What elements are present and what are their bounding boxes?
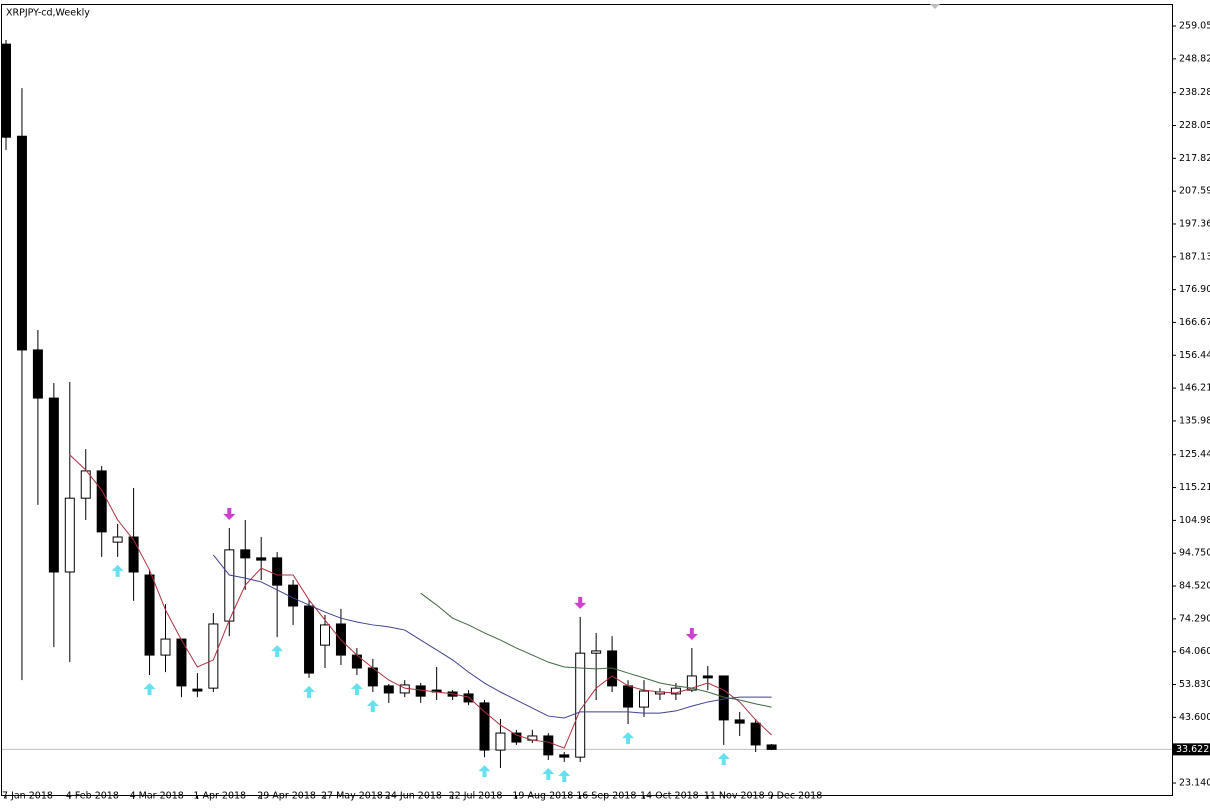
signal-down-arrow <box>574 596 587 609</box>
y-tick-label: 43.600 <box>1179 712 1210 723</box>
candle-body <box>96 470 107 533</box>
x-tick-label: 4 Mar 2018 <box>130 791 184 802</box>
y-tick-label: 104.980 <box>1179 515 1210 526</box>
candle-body <box>304 605 315 674</box>
y-tick-label: 238.280 <box>1179 87 1210 98</box>
y-tick-label: 146.210 <box>1179 383 1210 394</box>
y-tick-label: 166.670 <box>1179 317 1210 328</box>
candle-body <box>750 722 761 746</box>
signal-up-arrow <box>542 768 555 781</box>
signal-up-arrow <box>622 732 635 745</box>
candle-body <box>240 549 251 559</box>
candle-body <box>272 557 283 586</box>
x-tick-label: 7 Jan 2018 <box>2 791 53 802</box>
y-tick-label: 156.440 <box>1179 350 1210 361</box>
candle-body <box>144 574 155 656</box>
signal-up-arrow <box>350 682 363 695</box>
candle-body <box>766 744 777 750</box>
price-label-box <box>1173 743 1210 756</box>
candle-body <box>702 675 713 679</box>
signal-up-arrow <box>717 752 730 765</box>
candle-body <box>208 623 219 689</box>
candle-body <box>1 43 11 138</box>
candle-body <box>559 754 570 758</box>
y-tick-label: 74.290 <box>1179 613 1210 624</box>
y-tick-label: 115.210 <box>1179 482 1210 493</box>
x-tick-label: 27 May 2018 <box>321 791 383 802</box>
candle-body <box>32 349 43 399</box>
candle-body <box>16 135 27 351</box>
x-tick-label: 19 Aug 2018 <box>512 791 573 802</box>
candle-body <box>48 397 59 573</box>
candle-body <box>64 497 75 573</box>
y-tick-label: 53.830 <box>1179 679 1210 690</box>
y-tick-label: 23.140 <box>1179 777 1210 788</box>
candle-body <box>112 536 123 543</box>
candle-body <box>639 690 649 708</box>
candle-body <box>415 685 426 697</box>
plot-frame <box>1 4 1173 796</box>
candle-body <box>160 638 171 656</box>
x-tick-label: 24 Jun 2018 <box>385 791 442 802</box>
y-tick-label: 176.900 <box>1179 284 1210 295</box>
signal-up-arrow <box>271 645 284 658</box>
candle-body <box>479 702 490 751</box>
signal-up-arrow <box>366 699 379 712</box>
moving-average <box>212 554 772 719</box>
y-tick-label: 135.980 <box>1179 415 1210 426</box>
x-tick-label: 16 Sep 2018 <box>576 791 636 802</box>
candle-body <box>575 652 586 758</box>
candle-body <box>192 688 203 692</box>
candle-body <box>495 732 506 751</box>
candle-body <box>591 650 602 654</box>
candle-body <box>320 624 330 646</box>
candle-body <box>288 584 299 607</box>
y-tick-label: 94.750 <box>1179 548 1210 559</box>
signal-up-arrow <box>478 765 491 778</box>
candle-body <box>511 732 522 743</box>
candle-body <box>543 735 554 756</box>
x-tick-label: 22 Jul 2018 <box>449 791 503 802</box>
y-tick-label: 197.360 <box>1179 218 1210 229</box>
y-tick-label: 248.820 <box>1179 53 1210 64</box>
candle-body <box>128 536 139 573</box>
x-tick-label: 29 Apr 2018 <box>257 791 316 802</box>
x-tick-label: 14 Oct 2018 <box>640 791 699 802</box>
y-tick-label: 187.130 <box>1179 251 1210 262</box>
y-tick-label: 259.050 <box>1179 21 1210 32</box>
y-tick-label: 84.520 <box>1179 581 1210 592</box>
x-tick-label: 1 Apr 2018 <box>193 791 246 802</box>
signal-up-arrow <box>303 685 316 698</box>
moving-average <box>69 454 772 749</box>
signal-up-arrow <box>111 564 124 577</box>
candle-body <box>686 675 697 691</box>
y-tick-label: 125.440 <box>1179 449 1210 460</box>
candle-body <box>224 549 235 622</box>
y-tick-label: 217.820 <box>1179 153 1210 164</box>
signal-down-arrow <box>685 628 698 641</box>
y-tick-label: 228.050 <box>1179 120 1210 131</box>
candle-body <box>623 685 634 708</box>
candle-body <box>734 719 745 724</box>
price-label: 33.622 <box>1176 744 1209 755</box>
candle-body <box>80 470 91 499</box>
chart-title: XRPJPY-cd,Weekly <box>6 8 90 19</box>
moving-average <box>420 592 772 708</box>
candle-body <box>670 687 681 695</box>
candle-body <box>383 685 394 694</box>
candle-body <box>463 693 474 703</box>
x-tick-label: 4 Feb 2018 <box>66 791 119 802</box>
candle-body <box>256 557 267 561</box>
signal-up-arrow <box>143 682 156 695</box>
x-tick-label: 9 Dec 2018 <box>768 791 823 802</box>
y-tick-label: 64.060 <box>1179 646 1210 657</box>
x-tick-label: 11 Nov 2018 <box>704 791 765 802</box>
y-tick-label: 207.590 <box>1179 186 1210 197</box>
signal-up-arrow <box>558 769 571 782</box>
shift-marker <box>930 4 940 9</box>
signal-down-arrow <box>223 508 236 521</box>
